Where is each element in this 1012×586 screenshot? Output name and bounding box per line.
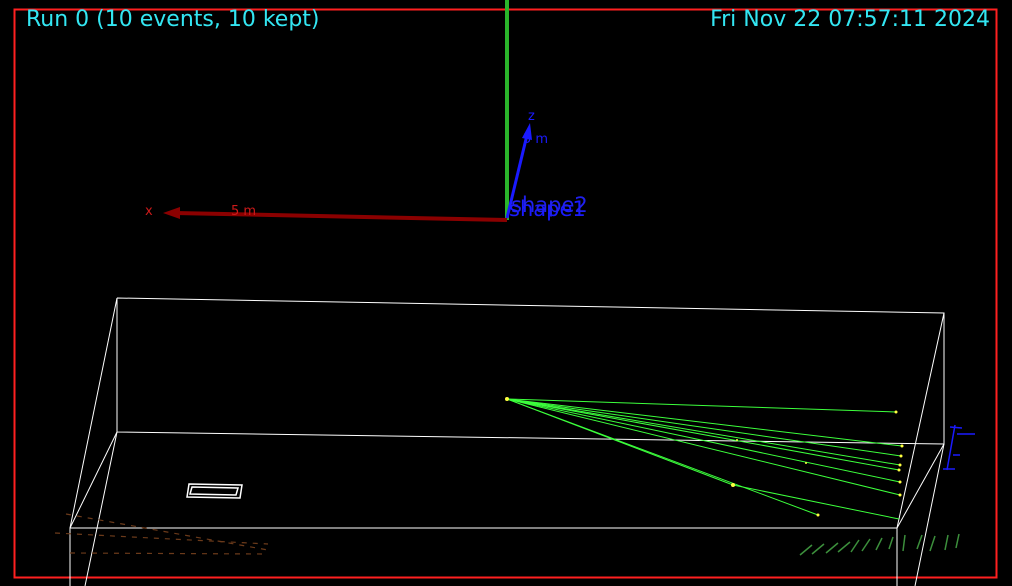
trajectory — [732, 484, 900, 520]
trajectory — [506, 398, 903, 447]
z-axis-label: z — [528, 109, 535, 124]
x-axis — [174, 211, 508, 222]
hit-point — [505, 397, 509, 401]
hit-point — [731, 483, 735, 487]
trajectory — [506, 398, 734, 486]
hit-point — [816, 513, 820, 517]
z-axis — [505, 134, 529, 219]
date-stamp: Fri Nov 22 07:57:11 2024 — [710, 7, 990, 32]
hit-point — [900, 444, 904, 448]
hit-point — [898, 493, 902, 497]
hit-point — [736, 439, 738, 441]
trajectory — [506, 398, 902, 457]
z-axis-arrowhead — [522, 123, 532, 140]
hit-point — [898, 463, 902, 467]
x-axis-arrowhead — [163, 207, 180, 219]
trajectory — [506, 398, 901, 483]
z-axis-scale-label: 5 m — [523, 132, 548, 147]
particle-trajectories — [506, 398, 903, 520]
hit-point — [897, 468, 901, 472]
trajectory — [506, 398, 901, 496]
world-volume-wireframe — [69, 297, 945, 586]
x-axis-scale-label: 5 m — [231, 204, 256, 219]
trajectory-hits — [505, 397, 904, 517]
detector-hit-cluster — [799, 533, 960, 556]
shape-label-1: shape1 — [509, 197, 586, 221]
run-info-label: Run 0 (10 events, 10 kept) — [26, 7, 320, 32]
shape-label-2: shape2 — [511, 193, 588, 217]
x-axis-label: x — [145, 204, 153, 219]
hit-point — [898, 480, 902, 484]
hit-point — [805, 462, 807, 464]
hit-point — [894, 410, 898, 414]
target-volume — [186, 483, 243, 499]
detector-marker — [943, 424, 975, 471]
hit-point — [899, 454, 903, 458]
coordinate-axes: x 5 m z 5 m shape1 shape2 — [145, 0, 588, 222]
secondary-hit-cluster — [54, 513, 269, 555]
trajectory — [506, 398, 900, 471]
trajectory — [506, 398, 897, 413]
trajectory — [506, 398, 901, 466]
